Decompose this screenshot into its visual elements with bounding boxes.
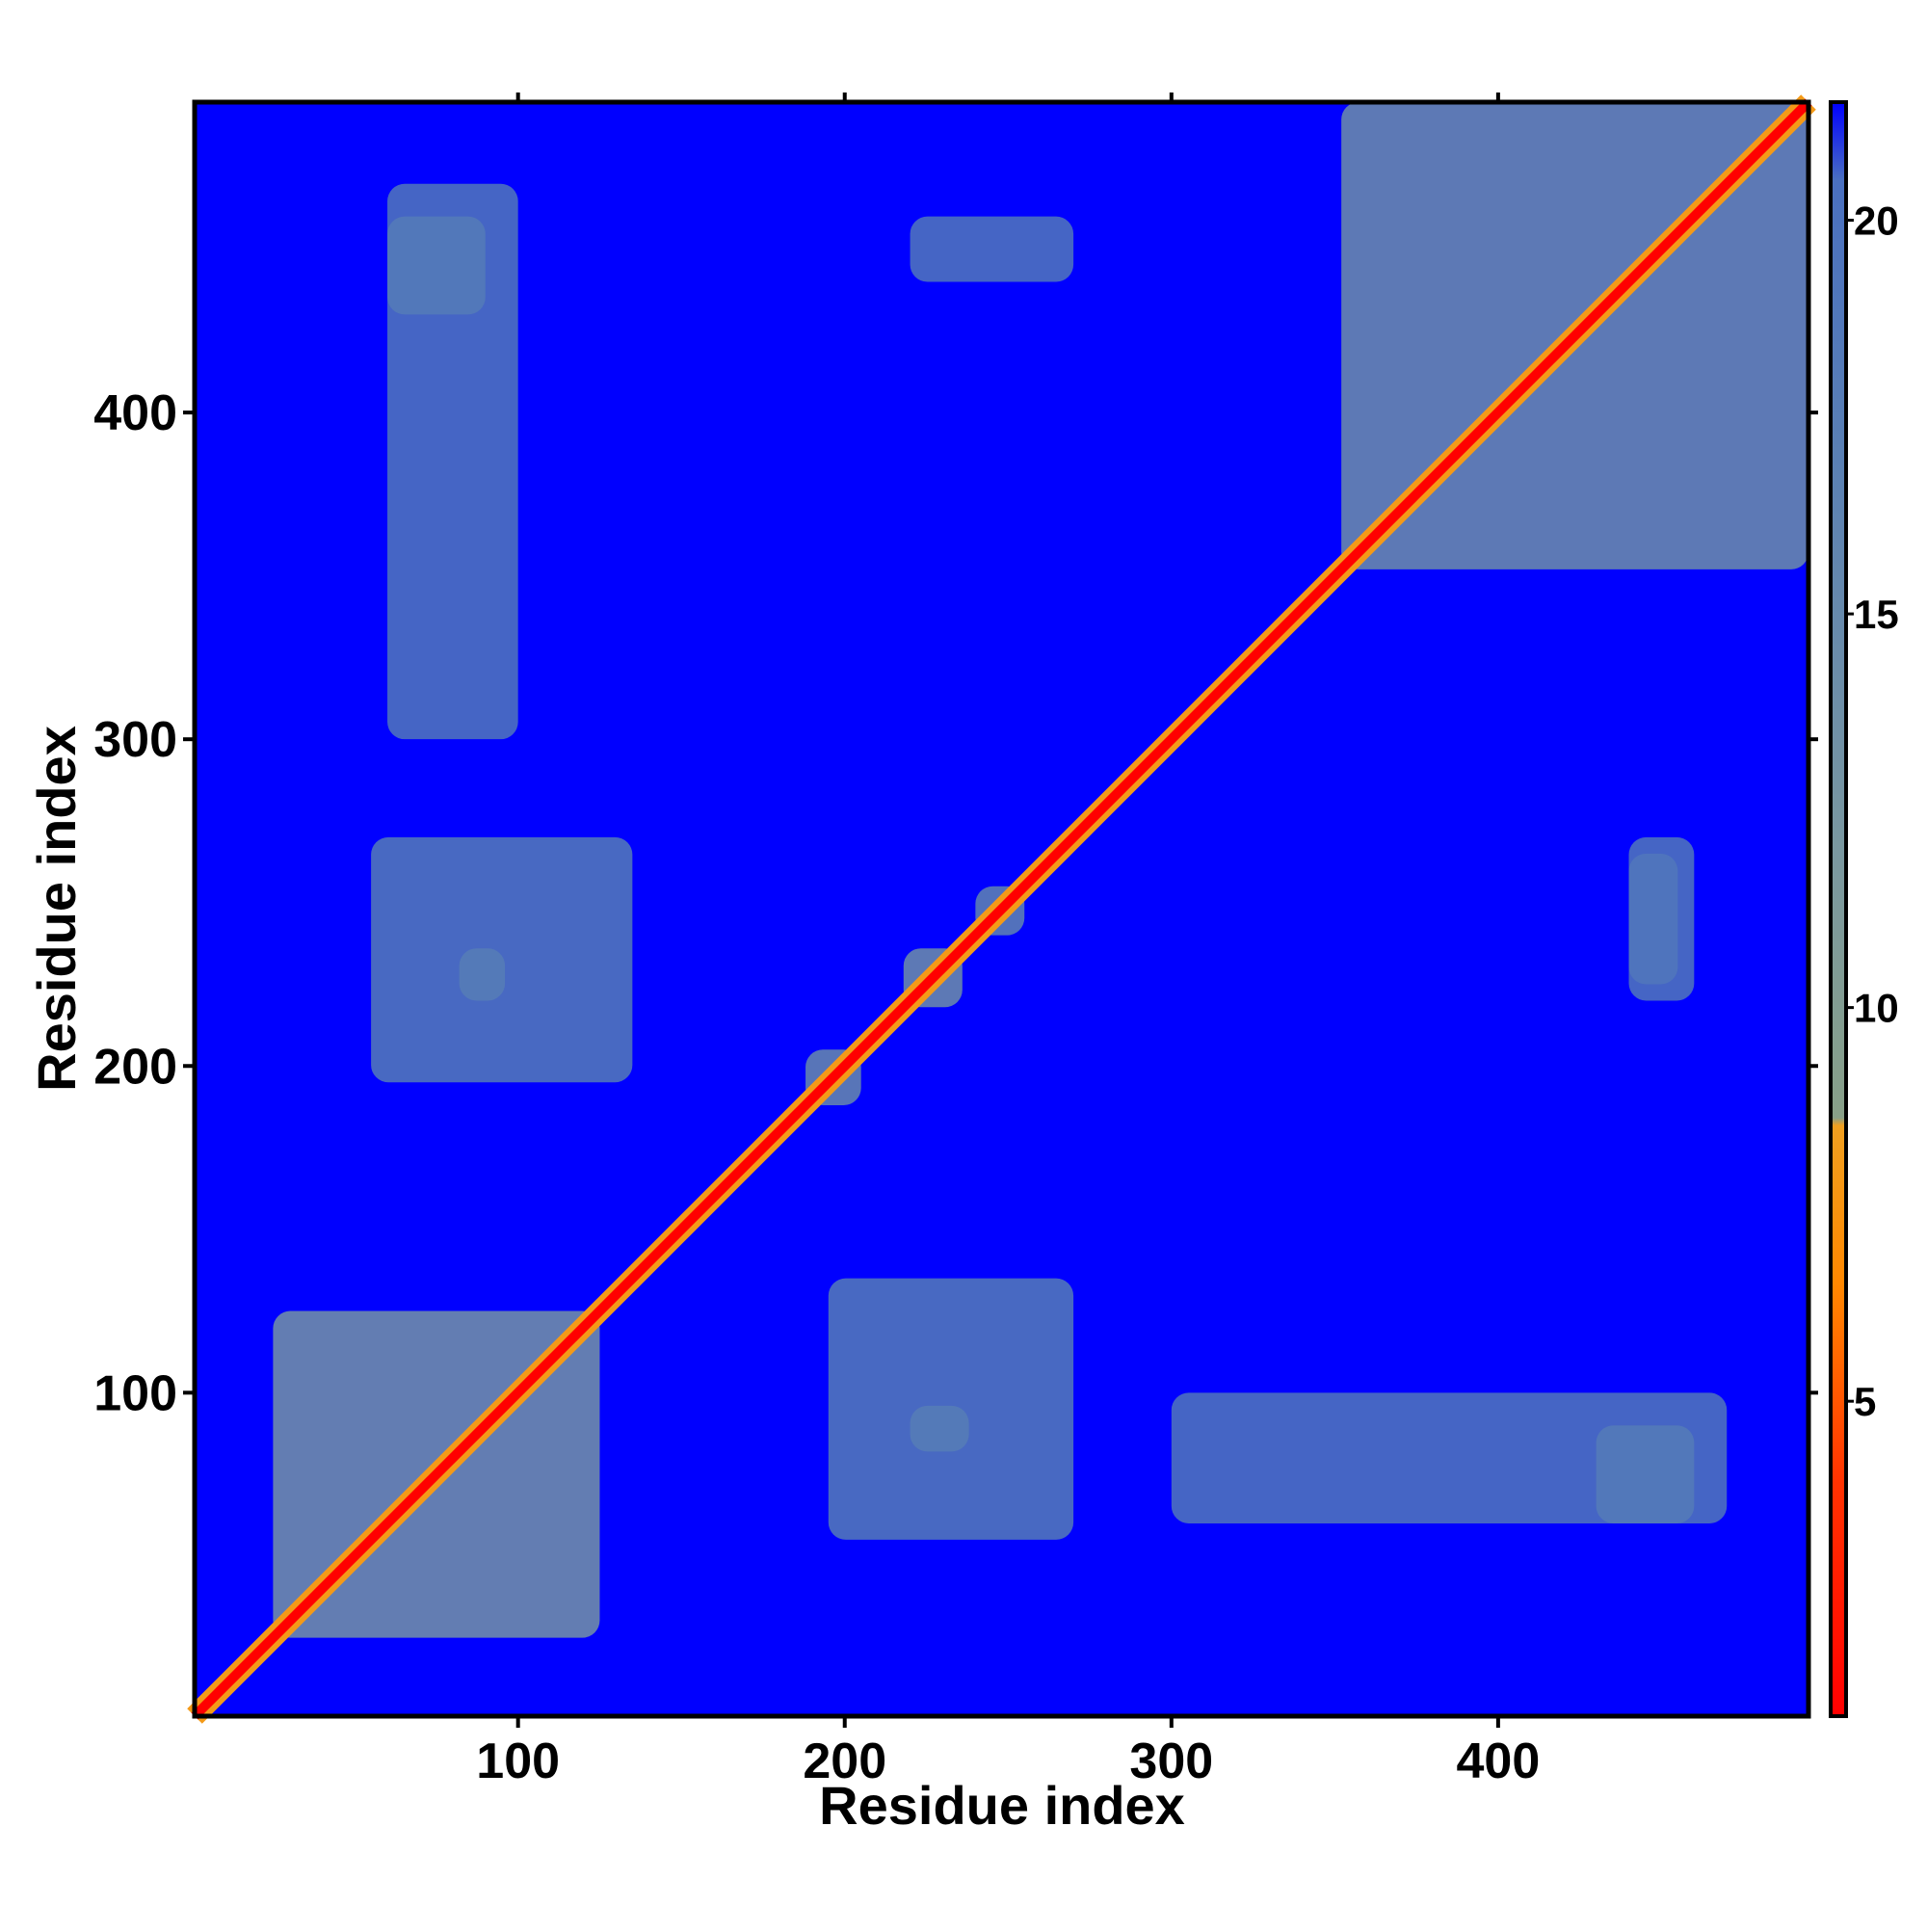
colorbar-tick-label: 20: [1854, 198, 1899, 244]
y-axis: 100 200 300 400: [93, 385, 1818, 1421]
x-tick-label: 200: [803, 1734, 886, 1789]
y-tick-label: 400: [93, 385, 177, 441]
contact-region: [371, 836, 633, 1083]
contact-region: [910, 216, 1074, 282]
y-tick-label: 100: [93, 1365, 177, 1421]
diagonal-band-core: [191, 98, 1812, 1720]
y-axis-label: Residue index: [26, 726, 87, 1092]
contact-region: [1596, 1425, 1695, 1523]
contact-region: [828, 1278, 1074, 1540]
colorbar: [1829, 100, 1848, 1718]
plot-frame: [192, 99, 1811, 1719]
contact-region: [387, 183, 518, 740]
contact-region: [1171, 1392, 1728, 1523]
colorbar-ticks: 5 10 15 20: [1846, 198, 1899, 1424]
x-tick-label: 100: [476, 1734, 560, 1789]
x-tick-label: 300: [1129, 1734, 1213, 1789]
x-tick-label: 400: [1457, 1734, 1541, 1789]
colorbar-tick-label: 15: [1854, 592, 1899, 637]
colorbar-tick-label: 10: [1854, 986, 1899, 1031]
colorbar-tick-label: 5: [1854, 1379, 1876, 1424]
contact-region: [1628, 853, 1678, 985]
y-tick-label: 200: [93, 1039, 177, 1095]
heatmap-area: [187, 94, 1816, 1724]
x-axis-label: Residue index: [819, 1775, 1185, 1836]
x-axis: 100 200 300 400: [476, 93, 1540, 1789]
y-tick-label: 300: [93, 712, 177, 768]
contact-region: [387, 216, 486, 315]
